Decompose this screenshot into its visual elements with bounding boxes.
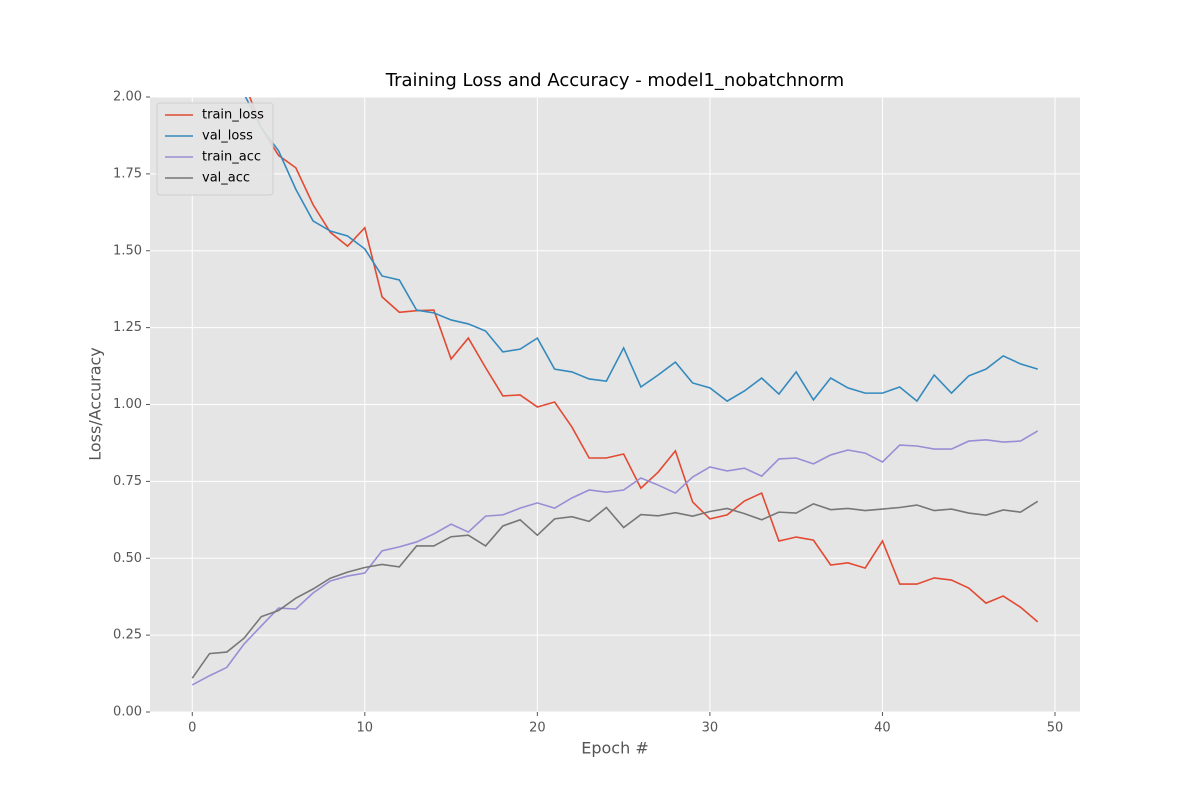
y-tick-label: 0.00 (113, 705, 142, 720)
legend-label: val_loss (202, 129, 253, 144)
x-tick-label: 40 (874, 721, 891, 736)
y-tick-label: 1.75 (113, 166, 142, 181)
y-tick-label: 2.00 (113, 90, 142, 105)
y-tick-label: 0.25 (113, 628, 142, 643)
x-tick-label: 30 (702, 721, 719, 736)
legend-label: train_acc (202, 150, 261, 165)
legend-label: val_acc (202, 171, 250, 186)
y-tick-label: 0.50 (113, 551, 142, 566)
series-line (244, 97, 1038, 403)
legend-label: train_loss (202, 108, 264, 123)
y-axis-label: Loss/Accuracy (86, 347, 105, 461)
series-line (248, 97, 1039, 623)
series-line (191, 500, 1039, 679)
x-tick-label: 50 (1047, 721, 1064, 736)
y-tick-label: 0.75 (113, 474, 142, 489)
chart-title: Training Loss and Accuracy - model1_noba… (385, 70, 844, 91)
y-tick-label: 1.25 (113, 320, 142, 335)
x-tick-label: 0 (188, 721, 196, 736)
x-tick-label: 10 (357, 721, 374, 736)
legend-box (156, 102, 274, 196)
y-tick-label: 1.00 (113, 397, 142, 412)
x-tick-label: 20 (529, 721, 546, 736)
series-line (191, 430, 1039, 686)
y-tick-label: 1.50 (113, 243, 142, 258)
x-axis-label: Epoch # (581, 739, 648, 758)
